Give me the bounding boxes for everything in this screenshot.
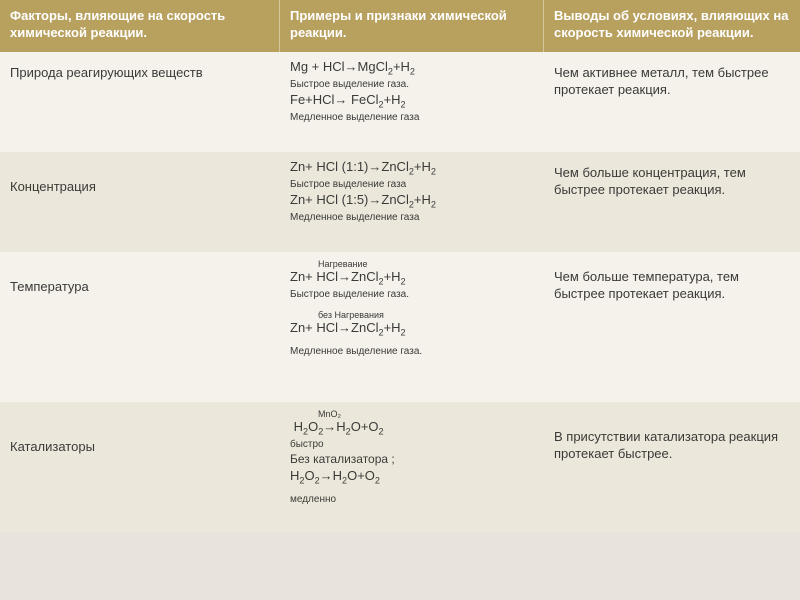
conclusion-cell: Чем активнее металл, тем быстрее протека… [544, 52, 800, 152]
eq-part: +H [393, 59, 410, 74]
eq-part: +H [414, 159, 431, 174]
eq-part: +H [384, 320, 401, 335]
equation: Zn+ HCl (1:5)→ZnCl2+H2 [290, 191, 534, 211]
conclusion-text: В присутствии катализатора реакция проте… [554, 408, 790, 463]
conclusion-cell: В присутствии катализатора реакция проте… [544, 402, 800, 532]
factor-text: Катализаторы [10, 408, 270, 456]
reaction-note: Медленное выделение газа. [290, 345, 534, 359]
eq-part: +H [384, 92, 401, 107]
eq-part: O [308, 419, 318, 434]
eq-part: Fe+HCl→ FeCl [290, 92, 379, 107]
reaction-note: Медленное выделение газа [290, 111, 534, 125]
sub: 2 [410, 66, 415, 76]
eq-part: →H [320, 468, 342, 483]
header-col3: Выводы об условиях, влияющих на скорость… [544, 0, 800, 52]
eq-part: Zn+ HCl→ZnCl [290, 320, 379, 335]
factor-cell: Катализаторы [0, 402, 280, 532]
equation: Fe+HCl→ FeCl2+H2 [290, 91, 534, 111]
sub: 2 [431, 200, 436, 210]
equation: H2O2→H2O+O2 [290, 467, 534, 487]
factor-text: Концентрация [10, 158, 270, 196]
conclusion-text: Чем больше температура, тем быстрее прот… [554, 258, 790, 303]
reaction-note: Быстрое выделение газа. [290, 78, 534, 92]
reaction-note: быстро [290, 438, 534, 452]
table-row: Катализаторы MnO₂ H2O2→H2O+O2 быстро Без… [0, 402, 800, 532]
eq-part: Zn+ HCl (1:5)→ZnCl [290, 192, 409, 207]
sub: 2 [379, 427, 384, 437]
eq-part: +H [414, 192, 431, 207]
factor-text: Температура [10, 258, 270, 296]
eq-part: +H [384, 269, 401, 284]
conclusion-text: Чем больше концентрация, тем быстрее про… [554, 158, 790, 199]
conclusion-cell: Чем больше температура, тем быстрее прот… [544, 252, 800, 402]
condition-label: Без катализатора ; [290, 451, 534, 467]
example-cell: Нагревание Zn+ HCl→ZnCl2+H2 Быстрое выде… [280, 252, 544, 402]
equation: Zn+ HCl (1:1)→ZnCl2+H2 [290, 158, 534, 178]
eq-part: →H [323, 419, 345, 434]
equation: Zn+ HCl→ZnCl2+H2 [290, 319, 534, 339]
header-col1: Факторы, влияющие на скорость химической… [0, 0, 280, 52]
reaction-note: Быстрое выделение газа. [290, 288, 534, 302]
example-cell: Zn+ HCl (1:1)→ZnCl2+H2 Быстрое выделение… [280, 152, 544, 252]
sub: 2 [401, 277, 406, 287]
sub: 2 [375, 476, 380, 486]
sub: 2 [401, 328, 406, 338]
equation: H2O2→H2O+O2 [290, 418, 534, 438]
eq-part: O+O [351, 419, 379, 434]
reaction-note: Медленное выделение газа [290, 211, 534, 225]
table-header: Факторы, влияющие на скорость химической… [0, 0, 800, 52]
eq-part: O+O [347, 468, 375, 483]
eq-part: H [294, 419, 303, 434]
table-row: Концентрация Zn+ HCl (1:1)→ZnCl2+H2 Быст… [0, 152, 800, 252]
eq-part: Zn+ HCl→ZnCl [290, 269, 379, 284]
eq-part: H [290, 468, 299, 483]
factor-cell: Температура [0, 252, 280, 402]
equation: Zn+ HCl→ZnCl2+H2 [290, 268, 534, 288]
eq-part: Zn+ HCl (1:1)→ZnCl [290, 159, 409, 174]
conclusion-cell: Чем больше концентрация, тем быстрее про… [544, 152, 800, 252]
factor-text: Природа реагирующих веществ [10, 58, 270, 82]
sub: 2 [401, 100, 406, 110]
reaction-note: Быстрое выделение газа [290, 178, 534, 192]
example-cell: Mg + HCl→MgCl2+H2 Быстрое выделение газа… [280, 52, 544, 152]
factors-table: Факторы, влияющие на скорость химической… [0, 0, 800, 600]
reaction-note: медленно [290, 493, 534, 507]
header-col2: Примеры и признаки химической реакции. [280, 0, 544, 52]
eq-part: O [304, 468, 314, 483]
table-body: Природа реагирующих веществ Mg + HCl→MgC… [0, 52, 800, 532]
eq-part: Mg + HCl→MgCl [290, 59, 388, 74]
factor-cell: Природа реагирующих веществ [0, 52, 280, 152]
conclusion-text: Чем активнее металл, тем быстрее протека… [554, 58, 790, 99]
table-row: Температура Нагревание Zn+ HCl→ZnCl2+H2 … [0, 252, 800, 402]
factor-cell: Концентрация [0, 152, 280, 252]
sub: 2 [431, 166, 436, 176]
equation: Mg + HCl→MgCl2+H2 [290, 58, 534, 78]
table-row: Природа реагирующих веществ Mg + HCl→MgC… [0, 52, 800, 152]
example-cell: MnO₂ H2O2→H2O+O2 быстро Без катализатора… [280, 402, 544, 532]
